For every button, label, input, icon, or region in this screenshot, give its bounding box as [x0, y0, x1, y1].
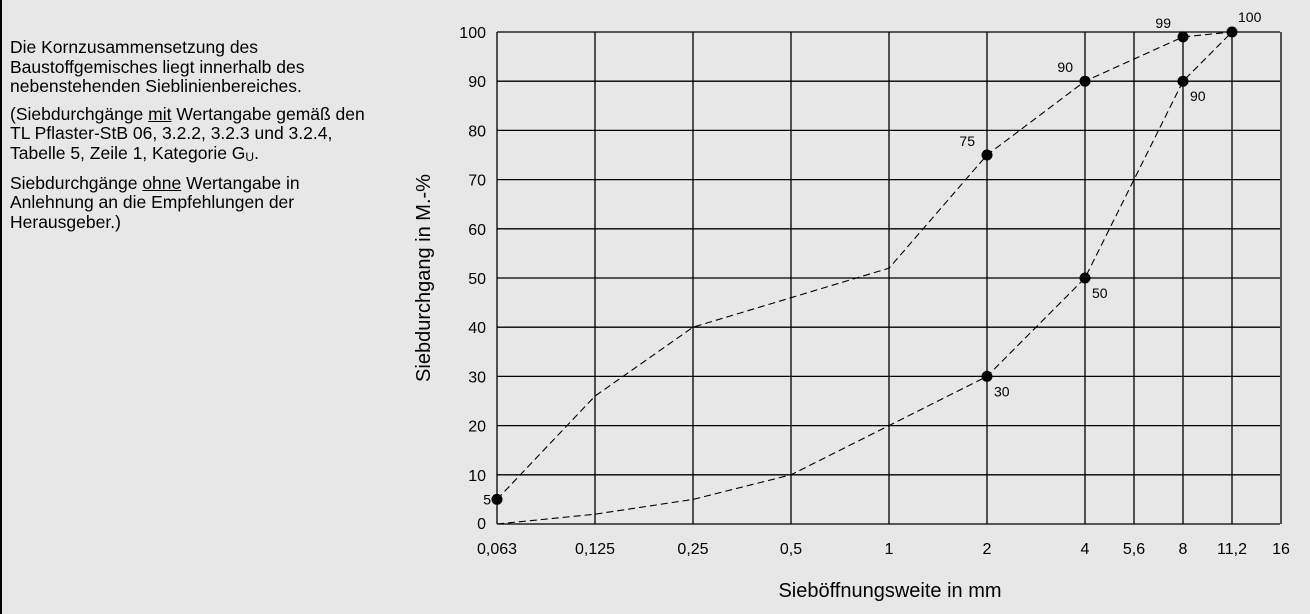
y-tick-label-10: 10	[468, 468, 486, 485]
y-tick-label-90: 90	[468, 74, 486, 91]
x-tick-label-0: 0,063	[477, 541, 517, 558]
y-tick-label-40: 40	[468, 320, 486, 337]
description-text: Die Kornzusammensetzung des Baustoffgemi…	[10, 37, 382, 238]
paragraph-2-text-b: Wertangabe gemäß den TL Pflaster-StB 06,…	[10, 103, 365, 163]
data-label-0: 5	[483, 491, 491, 507]
data-label-1: 75	[959, 133, 975, 149]
x-tick-label-4: 1	[885, 541, 894, 558]
y-tick-label-30: 30	[468, 369, 486, 386]
paragraph-3-underlined-ohne: ohne	[142, 172, 182, 193]
paragraph-2-text-end: .	[254, 142, 259, 163]
data-point-5	[981, 370, 993, 382]
y-tick-label-0: 0	[477, 516, 486, 533]
x-tick-label-9: 11,2	[1217, 541, 1247, 558]
paragraph-3-text-b: Wertanga­be in Anlehnung an die Empfeh­l…	[10, 172, 300, 232]
data-point-0	[491, 493, 503, 505]
data-label-6: 50	[1092, 285, 1108, 301]
paragraph-2-text-a: (Siebdurchgänge	[10, 103, 149, 124]
data-label-5: 30	[994, 383, 1010, 399]
y-tick-label-20: 20	[468, 419, 486, 436]
category-subscript: U	[245, 149, 255, 164]
data-label-3: 99	[1155, 15, 1171, 31]
data-point-4	[1226, 26, 1238, 38]
y-tick-label-50: 50	[468, 271, 486, 288]
y-tick-label-100: 100	[459, 25, 486, 42]
x-tick-label-2: 0,25	[677, 541, 708, 558]
data-point-3	[1177, 31, 1189, 43]
x-tick-label-6: 4	[1081, 541, 1090, 558]
x-tick-label-1: 0,125	[575, 541, 615, 558]
description-paragraph-1: Die Kornzusammensetzung des Baustoffgemi…	[10, 37, 305, 97]
y-axis-label: Siebdurchgang in M.-%	[413, 174, 435, 382]
x-tick-label-3: 0,5	[780, 541, 802, 558]
x-tick-label-8: 8	[1179, 541, 1188, 558]
x-tick-label-5: 2	[983, 541, 992, 558]
sieve-line-upper	[496, 31, 1233, 500]
description-paragraph-2: (Siebdurchgänge mit Wertangabe gemäß den…	[10, 103, 382, 168]
x-axis-label: Sieböffnungsweite in mm	[778, 580, 1001, 602]
paragraph-3-text-a: Siebdurchgänge	[10, 172, 143, 193]
data-point-7	[1177, 75, 1189, 87]
description-paragraph-3: Siebdurchgänge ohne Wertanga­be in Anleh…	[10, 172, 382, 233]
y-tick-label-60: 60	[468, 222, 486, 239]
y-tick-label-80: 80	[468, 123, 486, 140]
data-point-6	[1079, 272, 1091, 284]
x-tick-label-7: 5,6	[1123, 541, 1145, 558]
paragraph-2-underlined-mit: mit	[148, 103, 172, 124]
data-label-4: 100	[1238, 9, 1262, 25]
left-border	[0, 0, 2, 614]
data-label-2: 90	[1057, 59, 1073, 75]
x-tick-label-10: 16	[1272, 541, 1290, 558]
data-point-2	[1079, 75, 1091, 87]
data-label-7: 90	[1190, 88, 1206, 104]
data-point-1	[981, 149, 993, 161]
y-tick-label-70: 70	[468, 173, 486, 190]
sieve-line-lower	[496, 31, 1233, 525]
